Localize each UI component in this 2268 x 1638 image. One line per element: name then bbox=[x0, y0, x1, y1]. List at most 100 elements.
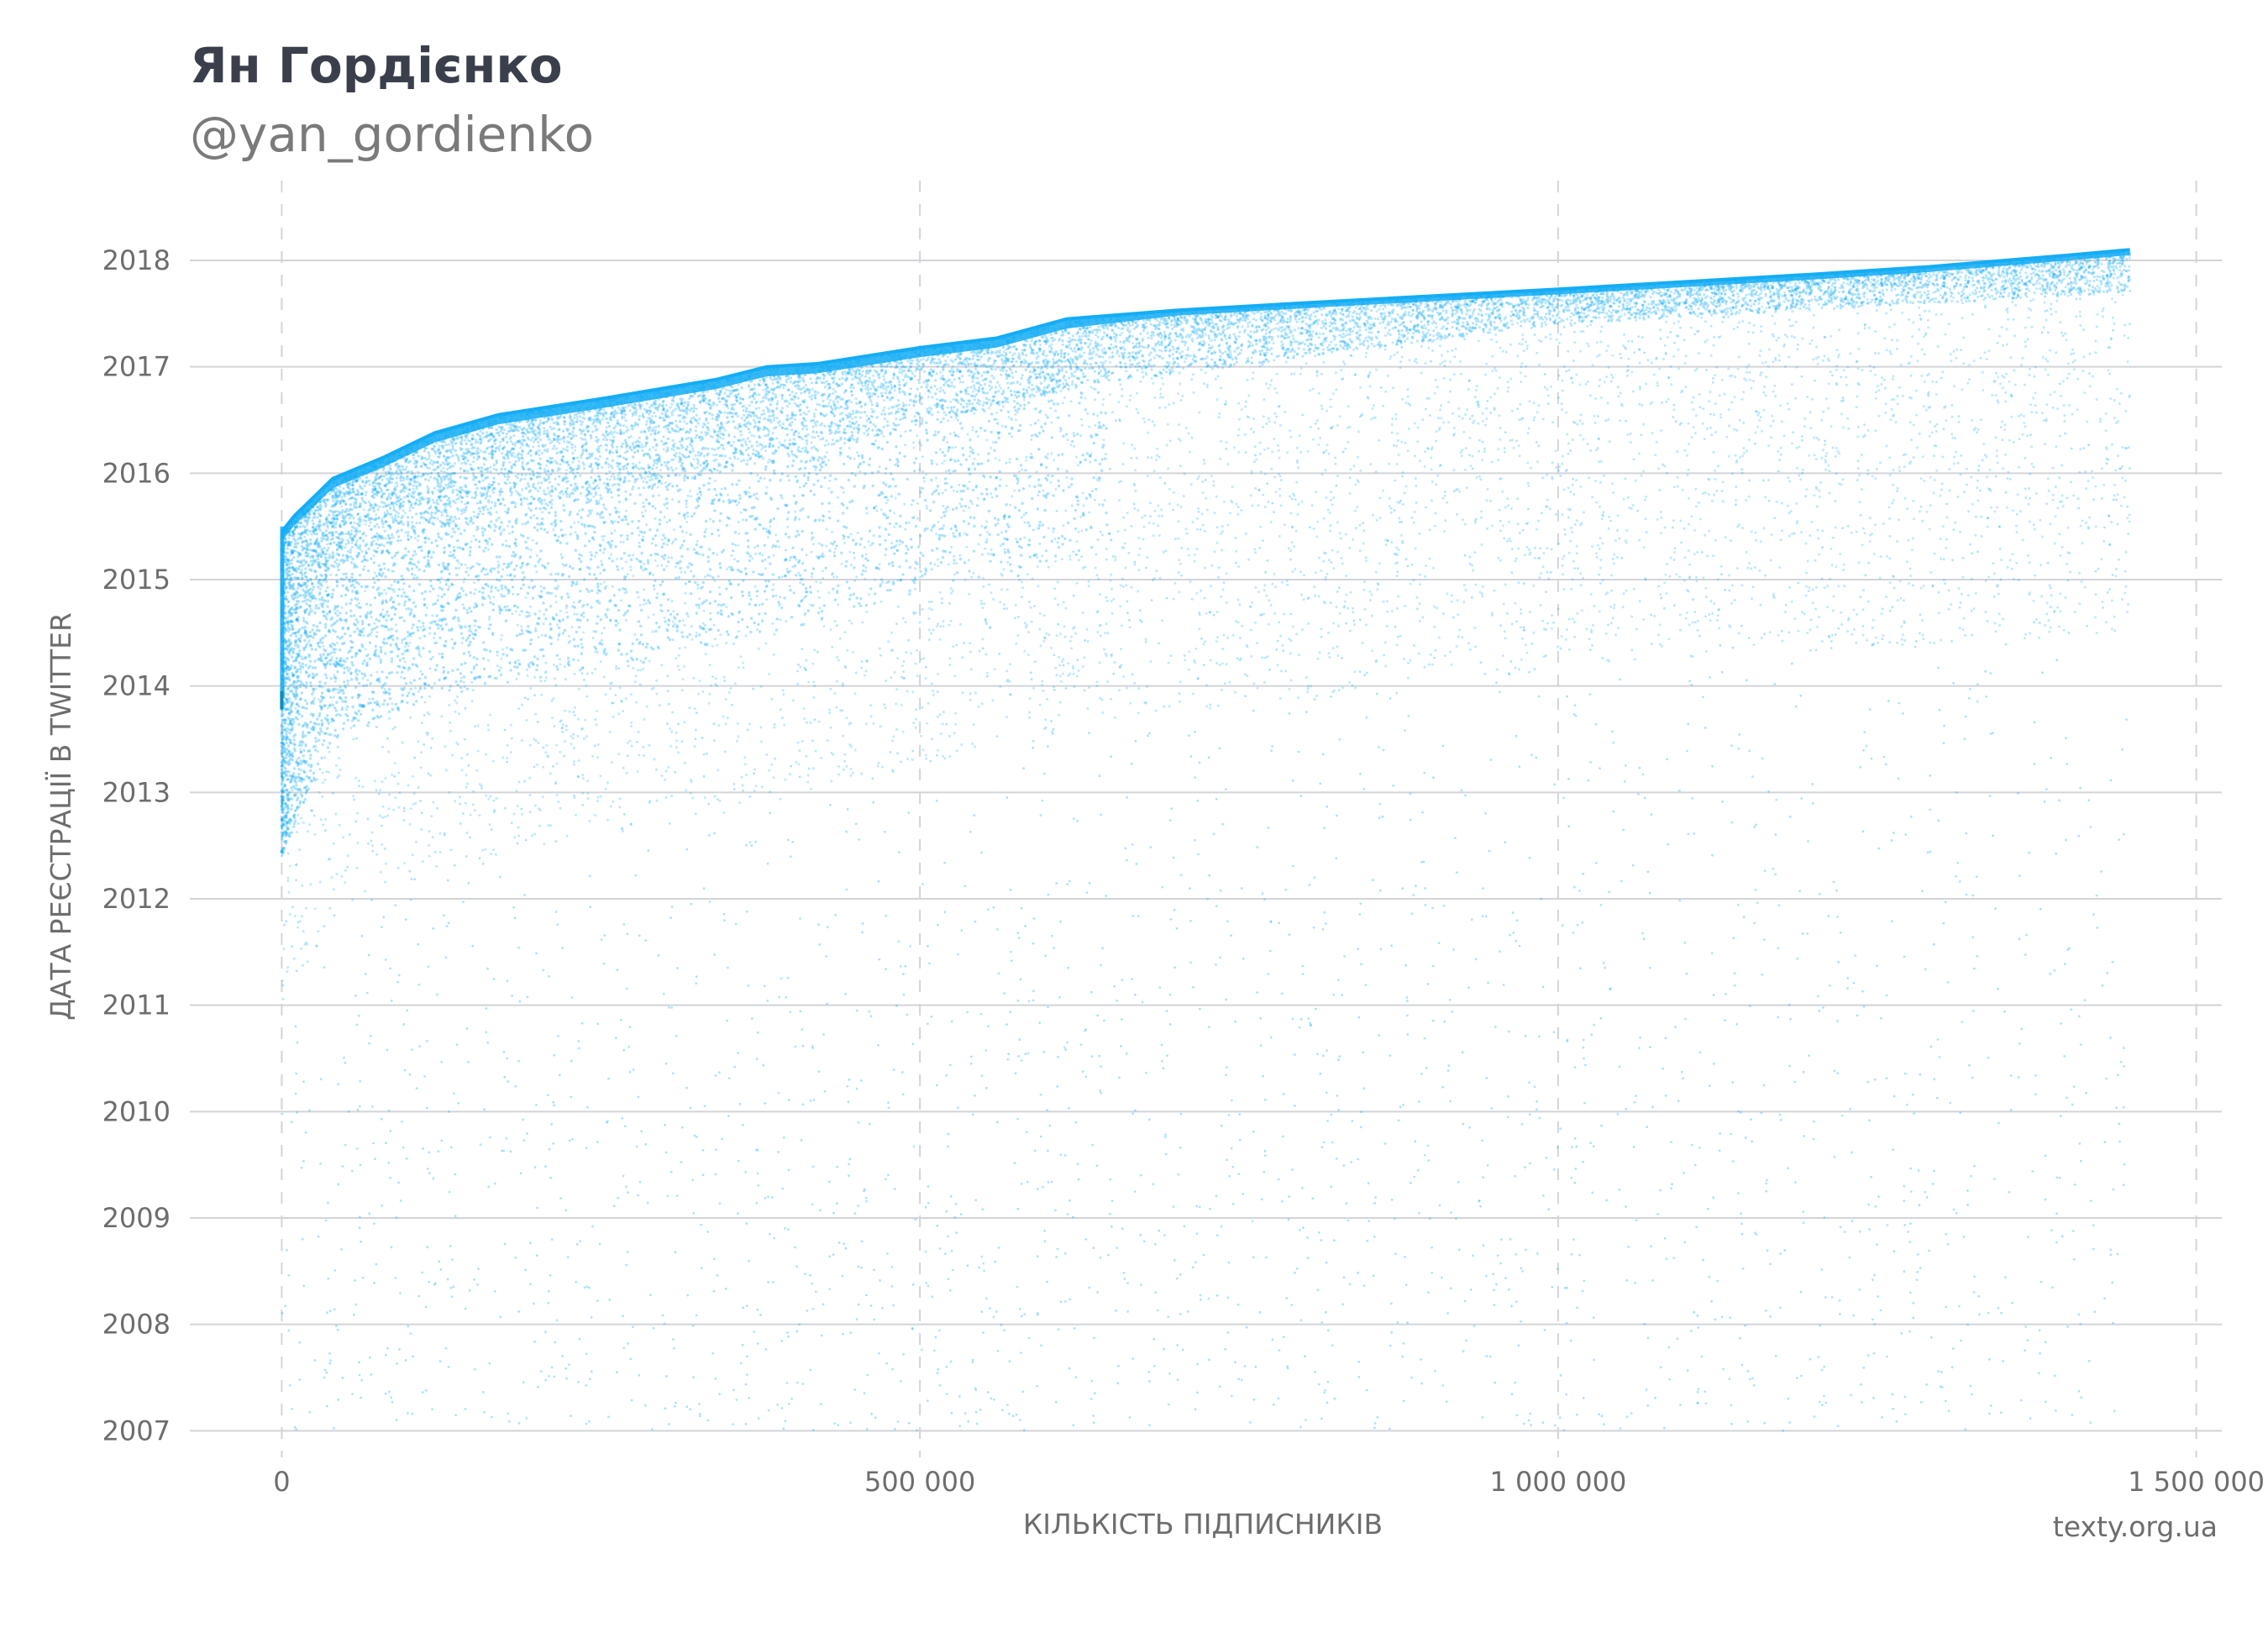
data-point bbox=[2085, 522, 2087, 524]
data-point bbox=[1338, 1055, 1341, 1058]
data-point bbox=[1965, 467, 1968, 470]
data-point bbox=[1677, 1100, 1680, 1103]
data-point bbox=[1143, 701, 1147, 704]
data-point bbox=[1278, 921, 1281, 925]
data-point bbox=[1978, 1313, 1981, 1316]
data-point bbox=[1116, 999, 1118, 1002]
data-point bbox=[863, 1188, 866, 1191]
data-point bbox=[794, 1246, 796, 1249]
data-point bbox=[1191, 521, 1194, 523]
data-point bbox=[2090, 470, 2093, 473]
data-point bbox=[464, 564, 467, 566]
data-point bbox=[354, 541, 358, 544]
data-point bbox=[768, 673, 771, 675]
data-point bbox=[1131, 673, 1134, 676]
data-point bbox=[446, 879, 449, 882]
data-point bbox=[1851, 1151, 1853, 1154]
data-point bbox=[1327, 652, 1331, 655]
data-point bbox=[423, 1075, 426, 1078]
data-point bbox=[487, 728, 491, 732]
data-point bbox=[1094, 566, 1097, 570]
data-point bbox=[1884, 763, 1887, 766]
data-point bbox=[1912, 1316, 1915, 1320]
data-point bbox=[431, 1408, 433, 1411]
data-point bbox=[1903, 1224, 1907, 1226]
data-point bbox=[1042, 772, 1046, 775]
data-point bbox=[1417, 1100, 1420, 1103]
data-point bbox=[2061, 494, 2064, 497]
data-point bbox=[1594, 862, 1598, 864]
data-point bbox=[756, 1148, 759, 1152]
data-point bbox=[570, 1095, 573, 1099]
data-point bbox=[1802, 1070, 1805, 1074]
data-point bbox=[1148, 1379, 1151, 1383]
data-point bbox=[1738, 733, 1741, 736]
data-point bbox=[1922, 638, 1925, 641]
data-point bbox=[397, 974, 401, 977]
data-point bbox=[871, 777, 874, 780]
data-point bbox=[1873, 1273, 1876, 1277]
data-point bbox=[1559, 1127, 1562, 1130]
data-point bbox=[540, 511, 543, 514]
data-point bbox=[1945, 516, 1949, 519]
data-point bbox=[500, 638, 503, 641]
data-point bbox=[1463, 1299, 1467, 1303]
data-point bbox=[588, 874, 591, 878]
data-point bbox=[1036, 391, 1039, 394]
data-point bbox=[1557, 1146, 1559, 1149]
data-point bbox=[548, 1147, 551, 1151]
data-point bbox=[1625, 1205, 1627, 1208]
data-point bbox=[625, 771, 628, 774]
data-point bbox=[1280, 669, 1283, 673]
data-point bbox=[1704, 615, 1707, 618]
data-point bbox=[1170, 807, 1173, 811]
data-point bbox=[1032, 990, 1035, 993]
data-point bbox=[1520, 362, 1524, 365]
data-point bbox=[1773, 683, 1777, 685]
data-point bbox=[1237, 1378, 1241, 1381]
data-point bbox=[1431, 314, 1434, 318]
data-point bbox=[1168, 993, 1172, 996]
data-point bbox=[333, 1426, 335, 1430]
data-point bbox=[592, 495, 596, 498]
data-point bbox=[474, 483, 477, 486]
data-point bbox=[1306, 690, 1310, 694]
data-point bbox=[1299, 795, 1303, 798]
data-point bbox=[673, 449, 676, 452]
data-point bbox=[456, 743, 459, 746]
data-point bbox=[2055, 299, 2059, 302]
data-point bbox=[745, 1355, 748, 1358]
data-point bbox=[1215, 963, 1217, 966]
data-point bbox=[1481, 440, 1484, 444]
data-point bbox=[1434, 512, 1437, 515]
data-point bbox=[1603, 1423, 1605, 1425]
data-point bbox=[1755, 1233, 1758, 1236]
data-point bbox=[1929, 420, 1932, 423]
data-point bbox=[1913, 1112, 1916, 1116]
data-point bbox=[1646, 1126, 1648, 1128]
data-point bbox=[585, 1352, 588, 1356]
data-point bbox=[337, 1183, 340, 1186]
data-point bbox=[1772, 334, 1775, 338]
data-point bbox=[1719, 416, 1722, 419]
data-point bbox=[1510, 1305, 1513, 1308]
data-point bbox=[1098, 1054, 1101, 1058]
data-point bbox=[1935, 1096, 1939, 1100]
data-point bbox=[782, 1427, 785, 1431]
data-point bbox=[829, 804, 832, 806]
data-point bbox=[671, 1072, 675, 1075]
data-point bbox=[1354, 527, 1357, 530]
data-point bbox=[1840, 1114, 1844, 1117]
data-point bbox=[1420, 1382, 1424, 1385]
data-point bbox=[1494, 1026, 1497, 1028]
data-point bbox=[1152, 470, 1156, 473]
data-point bbox=[946, 355, 949, 359]
data-point bbox=[2128, 396, 2131, 399]
data-point bbox=[599, 516, 602, 519]
data-point bbox=[1183, 472, 1186, 475]
data-point bbox=[1816, 362, 1819, 365]
data-point bbox=[1566, 1286, 1568, 1289]
data-point bbox=[1323, 827, 1326, 830]
data-point bbox=[533, 663, 535, 665]
data-point bbox=[1481, 1415, 1484, 1419]
